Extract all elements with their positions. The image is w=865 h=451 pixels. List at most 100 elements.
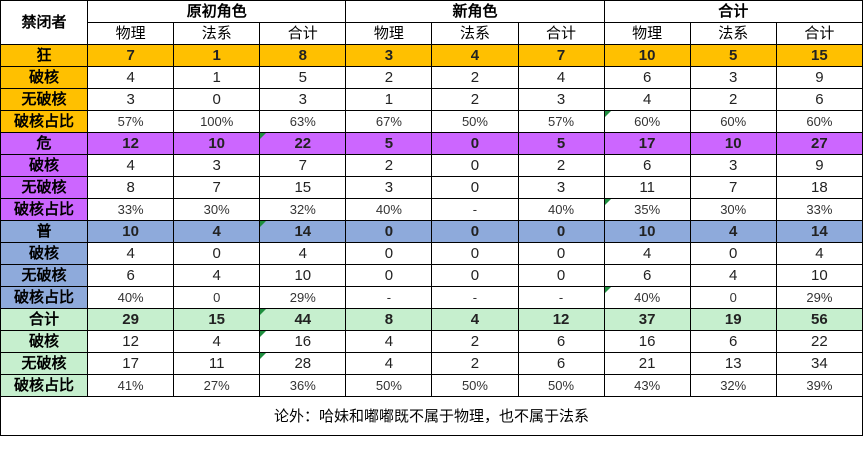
table-cell[interactable]: 4 <box>345 330 433 353</box>
table-cell[interactable]: 57% <box>87 110 175 133</box>
row-label-cell[interactable]: 破核占比 <box>0 286 89 309</box>
section-total-cell[interactable]: 0 <box>431 132 519 155</box>
table-cell[interactable]: 4 <box>603 242 691 265</box>
table-cell[interactable]: 30% <box>173 198 261 221</box>
sub-header-cell[interactable]: 法系 <box>689 22 777 45</box>
section-total-cell[interactable]: 0 <box>431 220 519 243</box>
section-total-cell[interactable]: 37 <box>603 308 691 331</box>
table-cell[interactable]: 7 <box>173 176 261 199</box>
table-cell[interactable]: 50% <box>431 374 519 397</box>
table-cell[interactable]: 4 <box>345 352 433 375</box>
section-name-cell[interactable]: 危 <box>0 132 89 155</box>
table-cell[interactable]: 9 <box>775 66 864 89</box>
table-cell[interactable]: 50% <box>431 110 519 133</box>
table-cell[interactable]: 2 <box>345 66 433 89</box>
table-cell[interactable]: 3 <box>259 88 347 111</box>
section-name-cell[interactable]: 普 <box>0 220 89 243</box>
section-total-cell[interactable]: 17 <box>603 132 691 155</box>
section-total-cell[interactable]: 12 <box>87 132 175 155</box>
table-cell[interactable]: 21 <box>603 352 691 375</box>
table-cell[interactable]: 27% <box>173 374 261 397</box>
section-total-cell[interactable]: 10 <box>603 220 691 243</box>
table-cell[interactable]: 40% <box>603 286 691 309</box>
table-cell[interactable]: 4 <box>517 66 605 89</box>
section-total-cell[interactable]: 15 <box>173 308 261 331</box>
table-cell[interactable]: 8 <box>87 176 175 199</box>
table-cell[interactable]: 5 <box>259 66 347 89</box>
table-cell[interactable]: 2 <box>689 88 777 111</box>
table-cell[interactable]: 9 <box>775 154 864 177</box>
table-cell[interactable]: 0 <box>689 242 777 265</box>
table-cell[interactable]: 63% <box>259 110 347 133</box>
section-total-cell[interactable]: 5 <box>517 132 605 155</box>
table-cell[interactable]: - <box>345 286 433 309</box>
table-cell[interactable]: 36% <box>259 374 347 397</box>
table-cell[interactable]: 67% <box>345 110 433 133</box>
table-cell[interactable]: 32% <box>259 198 347 221</box>
sub-header-cell[interactable]: 物理 <box>87 22 175 45</box>
table-cell[interactable]: 4 <box>173 330 261 353</box>
section-total-cell[interactable]: 4 <box>431 44 519 67</box>
table-cell[interactable]: 60% <box>689 110 777 133</box>
table-cell[interactable]: 7 <box>259 154 347 177</box>
sub-header-cell[interactable]: 合计 <box>259 22 347 45</box>
table-cell[interactable]: 16 <box>603 330 691 353</box>
table-cell[interactable]: 0 <box>517 264 605 287</box>
section-total-cell[interactable]: 0 <box>517 220 605 243</box>
group-header-total[interactable]: 合计 <box>603 0 864 23</box>
table-cell[interactable]: 11 <box>603 176 691 199</box>
sub-header-cell[interactable]: 法系 <box>173 22 261 45</box>
table-cell[interactable]: 10 <box>775 264 864 287</box>
row-label-cell[interactable]: 破核 <box>0 330 89 353</box>
row-label-cell[interactable]: 无破核 <box>0 352 89 375</box>
sub-header-cell[interactable]: 法系 <box>431 22 519 45</box>
row-label-cell[interactable]: 破核占比 <box>0 374 89 397</box>
table-cell[interactable]: 3 <box>689 154 777 177</box>
table-cell[interactable]: 4 <box>87 154 175 177</box>
table-cell[interactable]: 22 <box>775 330 864 353</box>
table-cell[interactable]: 6 <box>775 88 864 111</box>
row-label-cell[interactable]: 无破核 <box>0 88 89 111</box>
table-cell[interactable]: 35% <box>603 198 691 221</box>
section-total-cell[interactable]: 22 <box>259 132 347 155</box>
table-cell[interactable]: 6 <box>603 66 691 89</box>
table-cell[interactable]: 40% <box>345 198 433 221</box>
section-total-cell[interactable]: 12 <box>517 308 605 331</box>
section-total-cell[interactable]: 15 <box>775 44 864 67</box>
table-cell[interactable]: 100% <box>173 110 261 133</box>
table-cell[interactable]: 18 <box>775 176 864 199</box>
table-cell[interactable]: 6 <box>689 330 777 353</box>
table-cell[interactable]: 0 <box>517 242 605 265</box>
section-total-cell[interactable]: 14 <box>259 220 347 243</box>
table-cell[interactable]: 2 <box>431 330 519 353</box>
table-cell[interactable]: 40% <box>517 198 605 221</box>
section-total-cell[interactable]: 7 <box>517 44 605 67</box>
table-cell[interactable]: 6 <box>517 352 605 375</box>
table-cell[interactable]: 0 <box>345 242 433 265</box>
row-label-cell[interactable]: 破核 <box>0 242 89 265</box>
section-total-cell[interactable]: 14 <box>775 220 864 243</box>
table-cell[interactable]: 34 <box>775 352 864 375</box>
table-cell[interactable]: 0 <box>431 242 519 265</box>
table-cell[interactable]: 17 <box>87 352 175 375</box>
section-name-cell[interactable]: 合计 <box>0 308 89 331</box>
table-cell[interactable]: 3 <box>87 88 175 111</box>
table-cell[interactable]: 29% <box>775 286 864 309</box>
table-cell[interactable]: 3 <box>689 66 777 89</box>
table-cell[interactable]: 29% <box>259 286 347 309</box>
table-cell[interactable]: 50% <box>517 374 605 397</box>
row-label-cell[interactable]: 无破核 <box>0 264 89 287</box>
table-cell[interactable]: 3 <box>173 154 261 177</box>
section-total-cell[interactable]: 1 <box>173 44 261 67</box>
table-cell[interactable]: 16 <box>259 330 347 353</box>
table-cell[interactable]: 4 <box>259 242 347 265</box>
sub-header-cell[interactable]: 合计 <box>775 22 864 45</box>
table-cell[interactable]: 0 <box>431 154 519 177</box>
table-cell[interactable]: 12 <box>87 330 175 353</box>
section-total-cell[interactable]: 56 <box>775 308 864 331</box>
section-total-cell[interactable]: 44 <box>259 308 347 331</box>
table-cell[interactable]: 4 <box>775 242 864 265</box>
section-total-cell[interactable]: 3 <box>345 44 433 67</box>
table-cell[interactable]: 13 <box>689 352 777 375</box>
section-total-cell[interactable]: 10 <box>603 44 691 67</box>
